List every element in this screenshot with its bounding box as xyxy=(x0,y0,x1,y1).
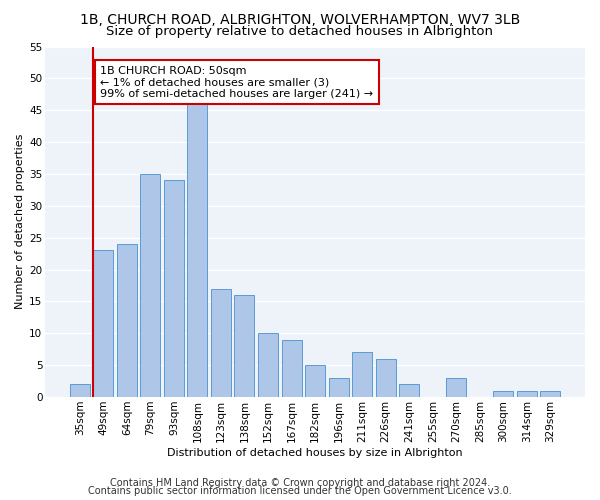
Bar xyxy=(541,390,560,397)
Bar xyxy=(70,384,90,397)
Bar xyxy=(187,104,208,397)
Bar xyxy=(93,250,113,397)
Bar xyxy=(211,288,231,397)
X-axis label: Distribution of detached houses by size in Albrighton: Distribution of detached houses by size … xyxy=(167,448,463,458)
Bar xyxy=(493,390,514,397)
Text: 1B CHURCH ROAD: 50sqm
← 1% of detached houses are smaller (3)
99% of semi-detach: 1B CHURCH ROAD: 50sqm ← 1% of detached h… xyxy=(100,66,373,99)
Text: Size of property relative to detached houses in Albrighton: Size of property relative to detached ho… xyxy=(107,25,493,38)
Bar xyxy=(164,180,184,397)
Bar xyxy=(376,359,396,397)
Text: Contains HM Land Registry data © Crown copyright and database right 2024.: Contains HM Land Registry data © Crown c… xyxy=(110,478,490,488)
Bar xyxy=(352,352,372,397)
Text: Contains public sector information licensed under the Open Government Licence v3: Contains public sector information licen… xyxy=(88,486,512,496)
Bar xyxy=(305,365,325,397)
Bar xyxy=(281,340,302,397)
Bar xyxy=(117,244,137,397)
Bar xyxy=(446,378,466,397)
Bar xyxy=(258,334,278,397)
Bar xyxy=(399,384,419,397)
Bar xyxy=(329,378,349,397)
Bar xyxy=(517,390,537,397)
Bar xyxy=(235,295,254,397)
Bar xyxy=(140,174,160,397)
Text: 1B, CHURCH ROAD, ALBRIGHTON, WOLVERHAMPTON, WV7 3LB: 1B, CHURCH ROAD, ALBRIGHTON, WOLVERHAMPT… xyxy=(80,12,520,26)
Y-axis label: Number of detached properties: Number of detached properties xyxy=(15,134,25,310)
